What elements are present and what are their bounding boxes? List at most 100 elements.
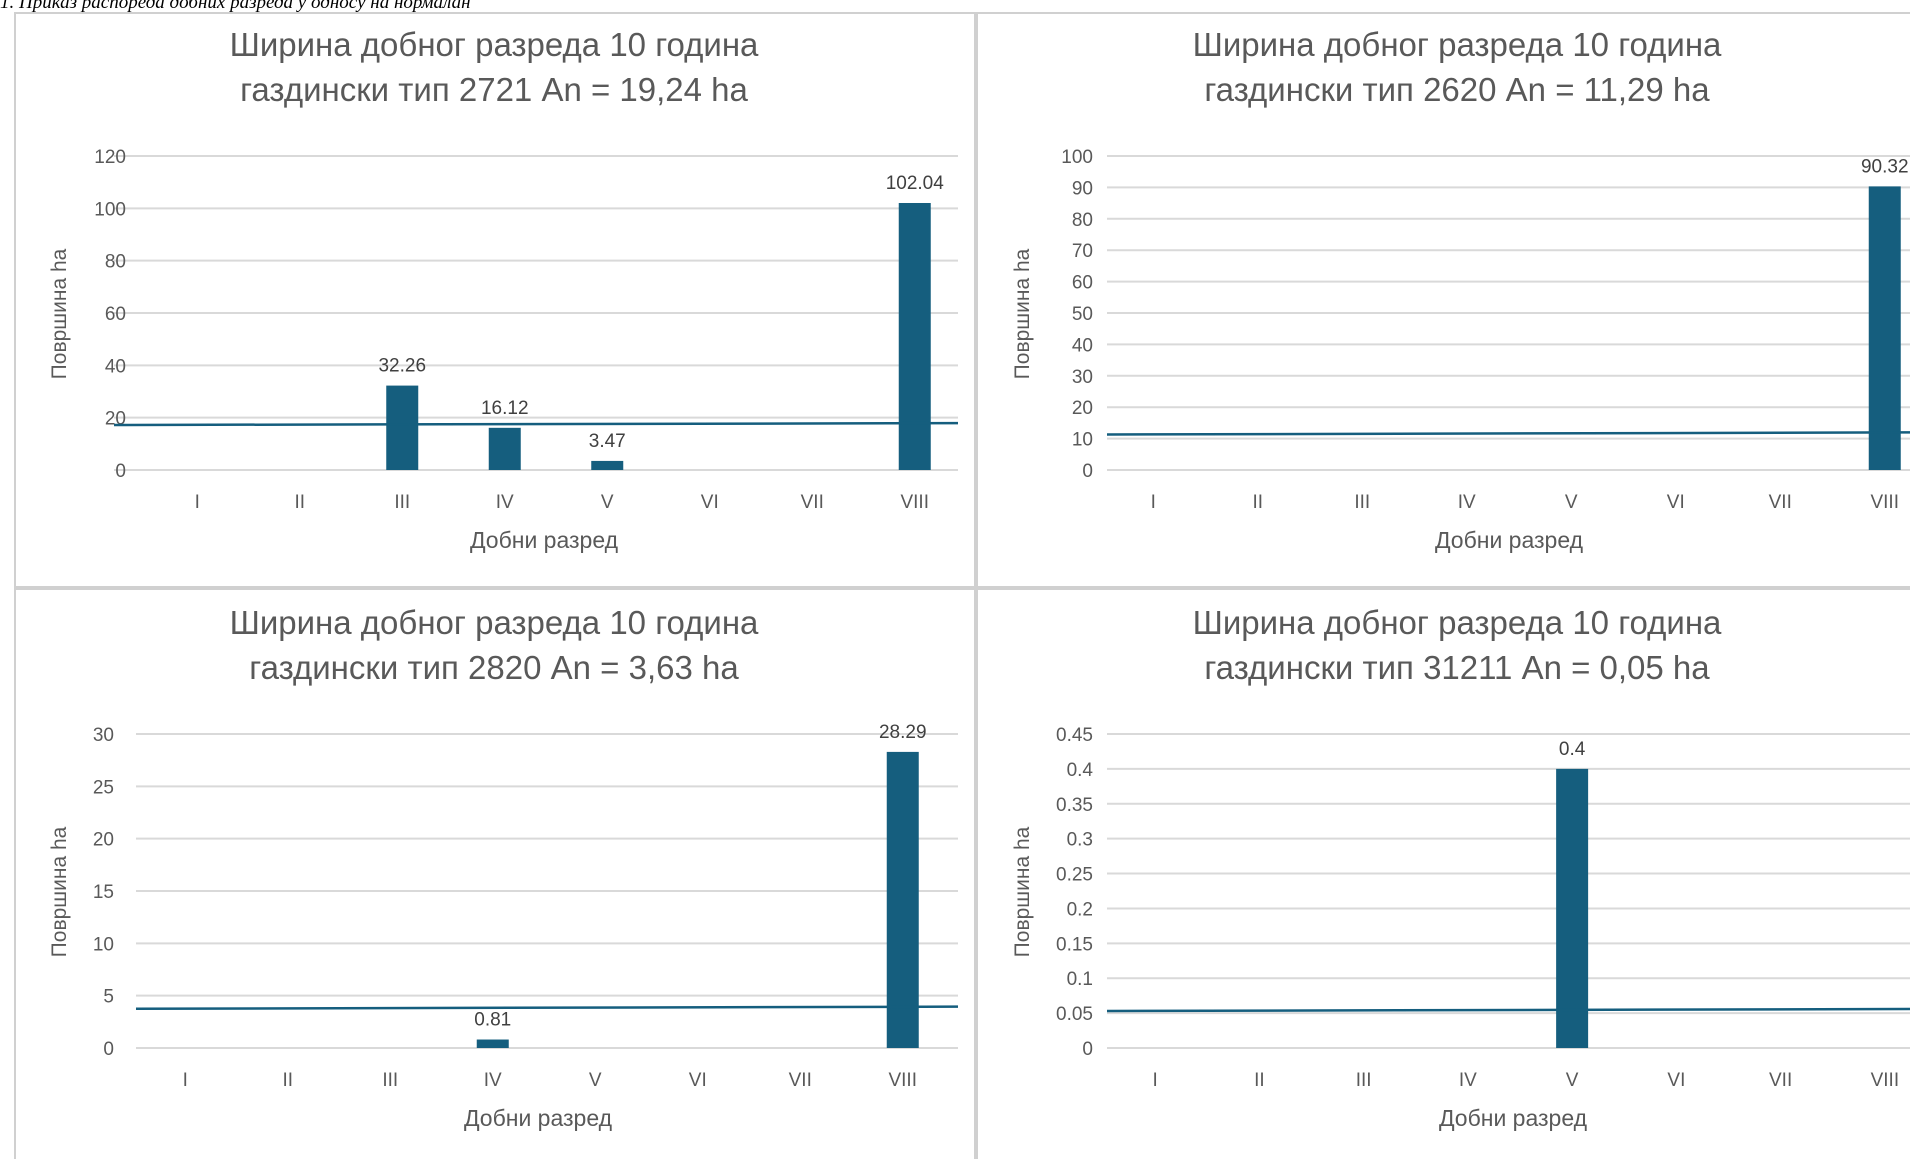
y-tick-label: 0.15	[1056, 934, 1093, 955]
bar-chart-2721: Ширина добног разреда 10 година газдинск…	[48, 26, 959, 553]
chart-title-line2: газдински тип 2721 An = 19,24 ha	[240, 71, 748, 108]
chart-title-line1: Ширина добног разреда 10 година	[230, 26, 759, 63]
chart-title-line2: газдински тип 2620 An = 11,29 ha	[1204, 71, 1710, 108]
y-tick-label: 80	[1072, 210, 1093, 231]
x-tick-label: II	[294, 492, 305, 513]
chart-title-line1: Ширина добног разреда 10 година	[1193, 26, 1722, 63]
x-tick-label: I	[195, 492, 200, 513]
x-axis-label: Добни разред	[1439, 1105, 1588, 1131]
chart-panel-31211: Ширина добног разреда 10 година газдинск…	[979, 592, 1910, 1162]
y-tick-label: 100	[94, 199, 126, 220]
y-axis-label: Површина ha	[48, 826, 71, 957]
data-label-VIII: 28.29	[879, 722, 927, 743]
bar-chart-2820: Ширина добног разреда 10 година газдинск…	[48, 604, 959, 1131]
x-tick-label: I	[1152, 1070, 1157, 1091]
x-tick-label: III	[382, 1070, 398, 1091]
y-tick-label: 0.2	[1067, 899, 1093, 920]
data-label-IV: 16.12	[481, 398, 529, 419]
y-tick-label: 120	[94, 147, 126, 168]
x-tick-label: V	[601, 492, 614, 513]
x-tick-label: III	[1354, 492, 1370, 513]
x-tick-label: VII	[1769, 1070, 1792, 1091]
chart-panel-2820: Ширина добног разреда 10 година газдинск…	[16, 592, 974, 1162]
y-tick-label: 100	[1061, 147, 1093, 168]
chart-title-line1: Ширина добног разреда 10 година	[1193, 604, 1722, 641]
x-tick-label: VI	[689, 1070, 707, 1091]
normal-distribution-line	[1106, 431, 1910, 436]
y-tick-label: 20	[105, 409, 126, 430]
y-tick-label: 60	[105, 304, 126, 325]
bar-V	[1556, 768, 1589, 1048]
y-tick-label: 30	[93, 725, 114, 746]
y-tick-label: 20	[93, 830, 114, 851]
data-label-V: 3.47	[589, 431, 626, 452]
x-tick-label: VI	[1667, 1070, 1685, 1091]
x-tick-label: III	[394, 492, 410, 513]
y-tick-label: 10	[1072, 430, 1093, 451]
y-axis-label: Површина ha	[1011, 826, 1034, 957]
x-tick-label: VIII	[1871, 1070, 1900, 1091]
x-tick-label: III	[1356, 1070, 1372, 1091]
bar-VIII	[886, 751, 919, 1048]
data-label-IV: 0.81	[474, 1010, 511, 1031]
x-tick-label: V	[1566, 1070, 1579, 1091]
x-tick-label: VI	[1667, 492, 1685, 513]
y-tick-label: 0.4	[1067, 760, 1094, 781]
x-tick-label: I	[183, 1070, 188, 1091]
y-tick-label: 90	[1072, 178, 1093, 199]
y-tick-label: 30	[1072, 367, 1093, 388]
x-tick-label: V	[589, 1070, 602, 1091]
x-tick-label: II	[1254, 1070, 1265, 1091]
chart-title-line2: газдински тип 2820 An = 3,63 ha	[249, 649, 739, 686]
data-label-VIII: 102.04	[886, 173, 945, 194]
y-tick-label: 0	[115, 461, 126, 482]
data-label-III: 32.26	[378, 356, 426, 377]
x-tick-label: IV	[1458, 492, 1476, 513]
bar-IV	[488, 427, 521, 470]
y-tick-label: 15	[93, 882, 114, 903]
y-tick-label: 50	[1072, 304, 1093, 325]
bar-VIII	[898, 202, 931, 470]
y-tick-label: 0	[1082, 461, 1093, 482]
x-axis-label: Добни разред	[470, 527, 619, 553]
y-axis-label: Површина ha	[48, 248, 71, 379]
x-axis-label: Добни разред	[464, 1105, 613, 1131]
y-tick-label: 0	[1082, 1039, 1093, 1060]
y-tick-label: 60	[1072, 273, 1093, 294]
data-label-VIII: 90.32	[1861, 156, 1909, 177]
chart-panel-2620: Ширина добног разреда 10 година газдинск…	[979, 14, 1910, 584]
chart-title-line2: газдински тип 31211 An = 0,05 ha	[1204, 649, 1710, 686]
bar-VIII	[1868, 186, 1901, 470]
y-tick-label: 40	[1072, 335, 1093, 356]
x-tick-label: I	[1151, 492, 1156, 513]
y-tick-label: 0.1	[1067, 969, 1093, 990]
bar-V	[591, 460, 624, 470]
normal-distribution-line	[1106, 1007, 1910, 1013]
y-tick-label: 25	[93, 777, 114, 798]
y-tick-label: 80	[105, 252, 126, 273]
bar-chart-31211: Ширина добног разреда 10 година газдинск…	[1011, 604, 1910, 1131]
x-tick-label: II	[1252, 492, 1263, 513]
y-tick-label: 70	[1072, 241, 1093, 262]
normal-distribution-line	[135, 1005, 959, 1010]
y-tick-label: 40	[105, 356, 126, 377]
x-tick-label: IV	[1459, 1070, 1477, 1091]
y-tick-label: 5	[103, 987, 114, 1008]
bar-III	[386, 385, 419, 470]
bar-IV	[476, 1039, 509, 1048]
normal-distribution-line	[113, 421, 959, 427]
chart-title-line1: Ширина добног разреда 10 година	[230, 604, 759, 641]
x-axis-label: Добни разред	[1435, 527, 1584, 553]
x-tick-label: II	[282, 1070, 293, 1091]
x-tick-label: VIII	[900, 492, 929, 513]
y-tick-label: 0.35	[1056, 795, 1093, 816]
y-axis-label: Површина ha	[1011, 248, 1034, 379]
y-tick-label: 0.3	[1067, 830, 1093, 851]
y-tick-label: 0.25	[1056, 865, 1093, 886]
figure-caption: 1. Приказ распореда добних разреда у одн…	[0, 0, 471, 13]
x-tick-label: V	[1565, 492, 1578, 513]
x-tick-label: VII	[789, 1070, 812, 1091]
x-tick-label: VII	[1769, 492, 1792, 513]
y-tick-label: 10	[93, 934, 114, 955]
x-tick-label: VII	[801, 492, 824, 513]
